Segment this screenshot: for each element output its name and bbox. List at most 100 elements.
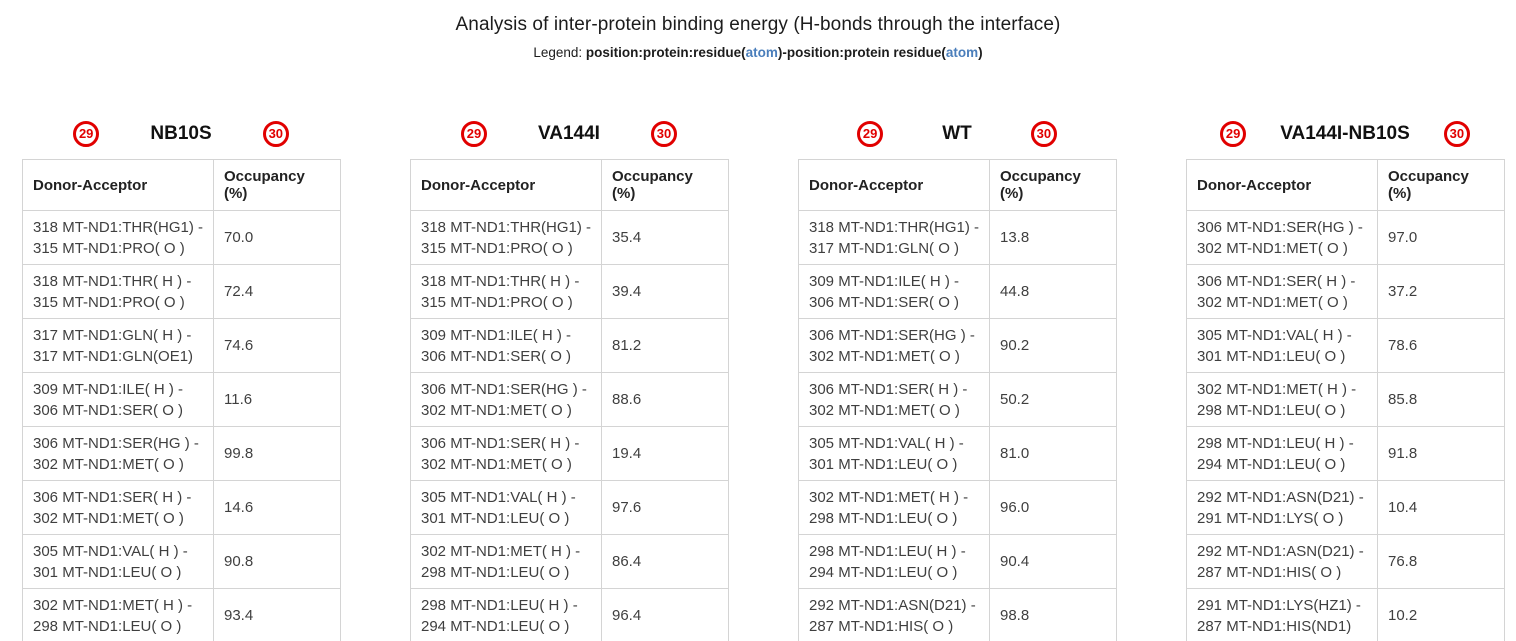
- table-row: 318 MT-ND1:THR(HG1) - 315 MT-ND1:PRO( O …: [22, 210, 341, 265]
- acceptor-line: 302 MT-ND1:MET( O ): [1197, 239, 1348, 257]
- table-row: 306 MT-ND1:SER( H ) - 302 MT-ND1:MET( O …: [798, 372, 1117, 427]
- protein-table-group: 29 VA144I 30 Donor-Acceptor Occupancy (%…: [410, 120, 729, 641]
- acceptor-line: 301 MT-ND1:LEU( O ): [1197, 347, 1346, 365]
- donor-acceptor-cell: 302 MT-ND1:MET( H ) - 298 MT-ND1:LEU( O …: [22, 588, 214, 641]
- acceptor-line: 302 MT-ND1:MET( O ): [809, 347, 960, 365]
- column-header-donor-acceptor: Donor-Acceptor: [1186, 159, 1378, 211]
- acceptor-line: 301 MT-ND1:LEU( O ): [421, 509, 570, 527]
- group-header: 29 WT 30: [798, 120, 1116, 147]
- donor-acceptor-cell: 302 MT-ND1:MET( H ) - 298 MT-ND1:LEU( O …: [798, 480, 990, 535]
- group-header: 29 VA144I 30: [410, 120, 728, 147]
- donor-line: 306 MT-ND1:SER(HG ) -: [421, 380, 587, 398]
- occupancy-cell: 13.8: [989, 210, 1117, 265]
- donor-line: 309 MT-ND1:ILE( H ) -: [33, 380, 184, 398]
- red-circle-badge-29: 29: [1220, 120, 1247, 147]
- hbond-table: Donor-Acceptor Occupancy (%) 306 MT-ND1:…: [1186, 159, 1505, 641]
- table-header-row: Donor-Acceptor Occupancy (%): [798, 159, 1117, 211]
- occupancy-cell: 81.0: [989, 426, 1117, 481]
- table-row: 292 MT-ND1:ASN(D21) - 287 MT-ND1:HIS( O …: [1186, 534, 1505, 589]
- table-row: 305 MT-ND1:VAL( H ) - 301 MT-ND1:LEU( O …: [1186, 318, 1505, 373]
- table-row: 298 MT-ND1:LEU( H ) - 294 MT-ND1:LEU( O …: [1186, 426, 1505, 481]
- donor-acceptor-cell: 302 MT-ND1:MET( H ) - 298 MT-ND1:LEU( O …: [1186, 372, 1378, 427]
- group-title: VA144I: [538, 122, 600, 144]
- acceptor-line: 315 MT-ND1:PRO( O ): [421, 293, 573, 311]
- occupancy-cell: 74.6: [213, 318, 341, 373]
- donor-line: 306 MT-ND1:SER( H ) -: [809, 380, 968, 398]
- donor-line: 302 MT-ND1:MET( H ) -: [33, 596, 193, 614]
- donor-acceptor-cell: 305 MT-ND1:VAL( H ) - 301 MT-ND1:LEU( O …: [22, 534, 214, 589]
- table-row: 318 MT-ND1:THR(HG1) - 317 MT-ND1:GLN( O …: [798, 210, 1117, 265]
- acceptor-line: 287 MT-ND1:HIS(ND1): [1197, 617, 1352, 635]
- column-header-occupancy: Occupancy (%): [1377, 159, 1505, 211]
- acceptor-line: 301 MT-ND1:LEU( O ): [809, 455, 958, 473]
- table-row: 302 MT-ND1:MET( H ) - 298 MT-ND1:LEU( O …: [798, 480, 1117, 535]
- donor-line: 309 MT-ND1:ILE( H ) -: [809, 272, 960, 290]
- table-row: 302 MT-ND1:MET( H ) - 298 MT-ND1:LEU( O …: [1186, 372, 1505, 427]
- occupancy-cell: 50.2: [989, 372, 1117, 427]
- donor-line: 306 MT-ND1:SER( H ) -: [1197, 272, 1356, 290]
- donor-line: 306 MT-ND1:SER(HG ) -: [33, 434, 199, 452]
- acceptor-line: 302 MT-ND1:MET( O ): [33, 455, 184, 473]
- legend-atom-1: atom: [745, 45, 778, 60]
- donor-line: 292 MT-ND1:ASN(D21) -: [1197, 542, 1364, 560]
- donor-acceptor-cell: 291 MT-ND1:LYS(HZ1) - 287 MT-ND1:HIS(ND1…: [1186, 588, 1378, 641]
- protein-table-group: 29 WT 30 Donor-Acceptor Occupancy (%) 31…: [798, 120, 1117, 641]
- table-row: 306 MT-ND1:SER(HG ) - 302 MT-ND1:MET( O …: [1186, 210, 1505, 265]
- red-circle-badge-30: 30: [262, 120, 289, 147]
- donor-line: 298 MT-ND1:LEU( H ) -: [421, 596, 578, 614]
- group-title: WT: [942, 122, 972, 144]
- table-row: 302 MT-ND1:MET( H ) - 298 MT-ND1:LEU( O …: [410, 534, 729, 589]
- donor-acceptor-cell: 305 MT-ND1:VAL( H ) - 301 MT-ND1:LEU( O …: [410, 480, 602, 535]
- acceptor-line: 298 MT-ND1:LEU( O ): [33, 617, 182, 635]
- donor-acceptor-cell: 318 MT-ND1:THR( H ) - 315 MT-ND1:PRO( O …: [22, 264, 214, 319]
- occupancy-cell: 37.2: [1377, 264, 1505, 319]
- occupancy-cell: 99.8: [213, 426, 341, 481]
- occupancy-cell: 19.4: [601, 426, 729, 481]
- acceptor-line: 302 MT-ND1:MET( O ): [809, 401, 960, 419]
- donor-line: 317 MT-ND1:GLN( H ) -: [33, 326, 192, 344]
- occupancy-cell: 91.8: [1377, 426, 1505, 481]
- hbond-table: Donor-Acceptor Occupancy (%) 318 MT-ND1:…: [22, 159, 341, 641]
- donor-line: 318 MT-ND1:THR(HG1) -: [33, 218, 204, 236]
- table-row: 306 MT-ND1:SER(HG ) - 302 MT-ND1:MET( O …: [410, 372, 729, 427]
- occupancy-cell: 76.8: [1377, 534, 1505, 589]
- table-row: 305 MT-ND1:VAL( H ) - 301 MT-ND1:LEU( O …: [798, 426, 1117, 481]
- occupancy-cell: 97.6: [601, 480, 729, 535]
- occupancy-cell: 44.8: [989, 264, 1117, 319]
- table-header-row: Donor-Acceptor Occupancy (%): [1186, 159, 1505, 211]
- column-header-occupancy: Occupancy (%): [213, 159, 341, 211]
- donor-acceptor-cell: 306 MT-ND1:SER( H ) - 302 MT-ND1:MET( O …: [1186, 264, 1378, 319]
- acceptor-line: 301 MT-ND1:LEU( O ): [33, 563, 182, 581]
- occupancy-cell: 90.8: [213, 534, 341, 589]
- group-title: NB10S: [150, 122, 212, 144]
- table-row: 309 MT-ND1:ILE( H ) - 306 MT-ND1:SER( O …: [410, 318, 729, 373]
- occupancy-cell: 96.4: [601, 588, 729, 641]
- donor-acceptor-cell: 305 MT-ND1:VAL( H ) - 301 MT-ND1:LEU( O …: [1186, 318, 1378, 373]
- acceptor-line: 287 MT-ND1:HIS( O ): [1197, 563, 1342, 581]
- acceptor-line: 302 MT-ND1:MET( O ): [421, 455, 572, 473]
- group-header: 29 NB10S 30: [22, 120, 340, 147]
- acceptor-line: 315 MT-ND1:PRO( O ): [33, 293, 185, 311]
- donor-acceptor-cell: 306 MT-ND1:SER(HG ) - 302 MT-ND1:MET( O …: [798, 318, 990, 373]
- occupancy-cell: 10.2: [1377, 588, 1505, 641]
- occupancy-cell: 14.6: [213, 480, 341, 535]
- table-row: 318 MT-ND1:THR(HG1) - 315 MT-ND1:PRO( O …: [410, 210, 729, 265]
- column-header-occupancy: Occupancy (%): [989, 159, 1117, 211]
- tables-row: 29 NB10S 30 Donor-Acceptor Occupancy (%)…: [0, 120, 1516, 641]
- occupancy-cell: 85.8: [1377, 372, 1505, 427]
- table-row: 309 MT-ND1:ILE( H ) - 306 MT-ND1:SER( O …: [798, 264, 1117, 319]
- occupancy-cell: 90.4: [989, 534, 1117, 589]
- table-body: 318 MT-ND1:THR(HG1) - 315 MT-ND1:PRO( O …: [410, 210, 729, 641]
- donor-acceptor-cell: 306 MT-ND1:SER( H ) - 302 MT-ND1:MET( O …: [410, 426, 602, 481]
- donor-acceptor-cell: 292 MT-ND1:ASN(D21) - 291 MT-ND1:LYS( O …: [1186, 480, 1378, 535]
- column-header-occupancy: Occupancy (%): [601, 159, 729, 211]
- occupancy-cell: 93.4: [213, 588, 341, 641]
- acceptor-line: 302 MT-ND1:MET( O ): [1197, 293, 1348, 311]
- table-row: 306 MT-ND1:SER(HG ) - 302 MT-ND1:MET( O …: [798, 318, 1117, 373]
- table-body: 318 MT-ND1:THR(HG1) - 317 MT-ND1:GLN( O …: [798, 210, 1117, 641]
- occupancy-cell: 10.4: [1377, 480, 1505, 535]
- red-circle-badge-29: 29: [73, 120, 100, 147]
- donor-line: 292 MT-ND1:ASN(D21) -: [809, 596, 976, 614]
- hbond-table: Donor-Acceptor Occupancy (%) 318 MT-ND1:…: [410, 159, 729, 641]
- occupancy-cell: 86.4: [601, 534, 729, 589]
